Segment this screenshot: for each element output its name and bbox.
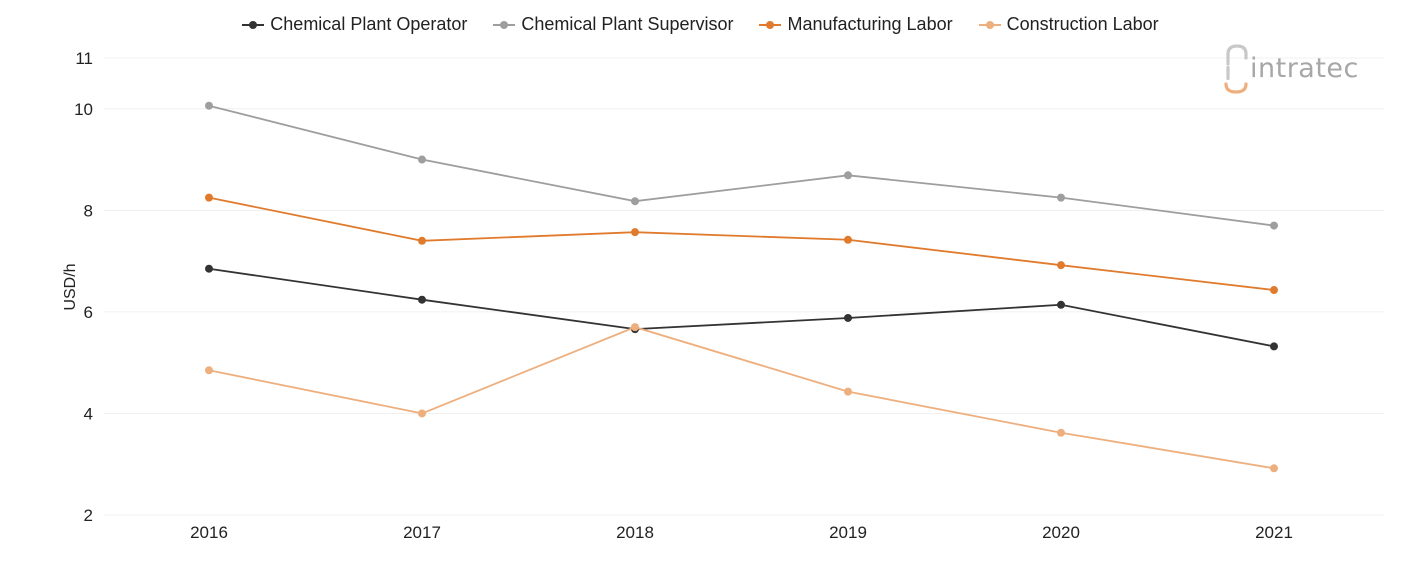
data-point[interactable] bbox=[1270, 221, 1278, 230]
data-point[interactable] bbox=[205, 193, 213, 202]
legend-item[interactable]: Chemical Plant Supervisor bbox=[493, 14, 733, 35]
data-point[interactable] bbox=[844, 235, 852, 244]
data-point[interactable] bbox=[1057, 300, 1065, 309]
y-axis-label: USD/h bbox=[62, 263, 79, 310]
series-chemical-plant-supervisor bbox=[205, 101, 1278, 230]
y-axis-ticks: 2 4 6 8 10 11 bbox=[74, 49, 93, 525]
x-tick-label: 2020 bbox=[1042, 523, 1080, 542]
legend-item[interactable]: Construction Labor bbox=[978, 14, 1159, 35]
data-point[interactable] bbox=[1270, 342, 1278, 351]
intratec-logo-icon bbox=[1224, 44, 1248, 94]
x-tick-label: 2017 bbox=[403, 523, 441, 542]
series-chemical-plant-operator bbox=[205, 264, 1278, 351]
y-tick-label: 11 bbox=[75, 49, 93, 68]
series-manufacturing-labor bbox=[205, 193, 1278, 295]
data-point[interactable] bbox=[1057, 193, 1065, 202]
data-point[interactable] bbox=[844, 387, 852, 396]
data-point[interactable] bbox=[1270, 464, 1278, 473]
legend-marker bbox=[759, 18, 782, 32]
data-point[interactable] bbox=[631, 228, 639, 237]
data-point[interactable] bbox=[205, 101, 213, 110]
data-point[interactable] bbox=[1057, 428, 1065, 437]
legend-label: Manufacturing Labor bbox=[787, 14, 953, 34]
logo-text: intratec bbox=[1250, 52, 1359, 84]
y-tick-label: 2 bbox=[84, 506, 93, 525]
series-construction-labor bbox=[205, 323, 1278, 473]
intratec-logo: intratec bbox=[1222, 42, 1359, 94]
data-point[interactable] bbox=[631, 197, 639, 206]
series-line bbox=[208, 326, 1275, 470]
series-line bbox=[208, 267, 1275, 348]
data-point[interactable] bbox=[418, 236, 426, 245]
data-point[interactable] bbox=[418, 295, 426, 304]
x-tick-label: 2021 bbox=[1255, 523, 1293, 542]
data-point[interactable] bbox=[844, 313, 852, 322]
x-tick-label: 2016 bbox=[190, 523, 228, 542]
y-tick-label: 8 bbox=[84, 201, 93, 220]
legend-item[interactable]: Manufacturing Labor bbox=[759, 14, 953, 35]
x-axis-ticks: 2016 2017 2018 2019 2020 2021 bbox=[190, 523, 1293, 542]
legend-label: Chemical Plant Supervisor bbox=[521, 14, 734, 34]
series-group bbox=[205, 101, 1278, 473]
x-tick-label: 2018 bbox=[616, 523, 654, 542]
x-tick-label: 2019 bbox=[829, 523, 867, 542]
y-tick-label: 4 bbox=[84, 404, 93, 423]
legend-marker bbox=[493, 18, 516, 32]
data-point[interactable] bbox=[1270, 286, 1278, 295]
legend-label: Chemical Plant Operator bbox=[270, 14, 468, 34]
data-point[interactable] bbox=[205, 366, 213, 375]
legend-marker bbox=[242, 18, 265, 32]
legend-item[interactable]: Chemical Plant Operator bbox=[242, 14, 467, 35]
series-line bbox=[208, 104, 1275, 227]
data-point[interactable] bbox=[631, 323, 639, 332]
data-point[interactable] bbox=[1057, 261, 1065, 270]
data-point[interactable] bbox=[418, 155, 426, 164]
legend-label: Construction Labor bbox=[1006, 14, 1159, 34]
y-tick-label: 10 bbox=[74, 100, 93, 119]
data-point[interactable] bbox=[844, 171, 852, 180]
data-point[interactable] bbox=[205, 264, 213, 273]
grid-lines bbox=[104, 57, 1384, 516]
legend-marker bbox=[978, 18, 1001, 32]
y-tick-label: 6 bbox=[84, 303, 93, 322]
series-line bbox=[208, 196, 1275, 291]
chart-legend: Chemical Plant Operator Chemical Plant Su… bbox=[0, 14, 1401, 35]
data-point[interactable] bbox=[418, 409, 426, 418]
